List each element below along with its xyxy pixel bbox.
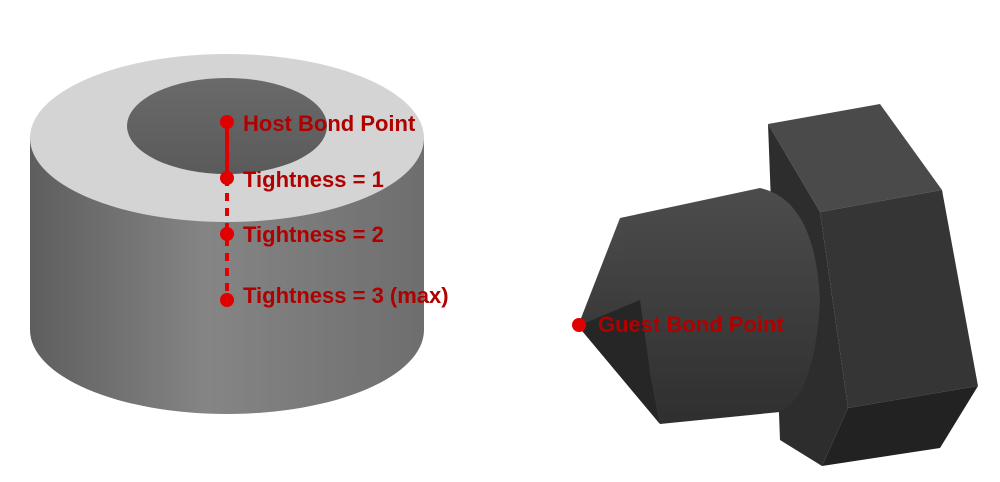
- bolt-head-bottom: [822, 386, 978, 466]
- guest-bond-point-marker: [572, 318, 586, 332]
- bolt-shaft: [620, 188, 820, 424]
- guest-bolt: [578, 104, 978, 466]
- tightness-2-label: Tightness = 2: [243, 222, 384, 247]
- bolt-tip-shade: [578, 300, 660, 424]
- tightness-3-label: Tightness = 3 (max): [243, 283, 449, 308]
- tightness-2-marker: [220, 227, 234, 241]
- guest-bond-point-label: Guest Bond Point: [598, 312, 784, 337]
- bolt-head-top: [768, 104, 942, 212]
- host-bond-point-marker: [220, 115, 234, 129]
- tightness-scale: [220, 115, 234, 307]
- bolt-head-face: [820, 190, 978, 408]
- tightness-1-label: Tightness = 1: [243, 167, 384, 192]
- tightness-1-marker: [220, 171, 234, 185]
- host-bond-point-label: Host Bond Point: [243, 111, 416, 136]
- tightness-3-marker: [220, 293, 234, 307]
